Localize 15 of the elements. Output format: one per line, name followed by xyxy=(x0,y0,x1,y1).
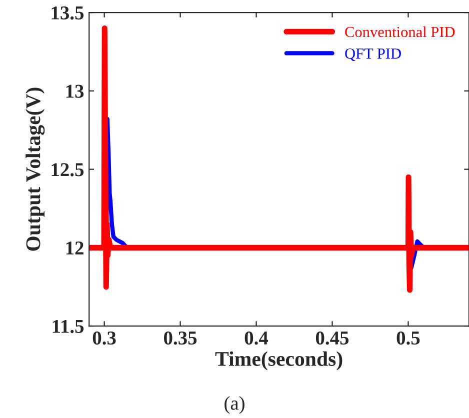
legend-label: Conventional PID xyxy=(345,26,455,38)
y-tick-label: 11.5 xyxy=(52,320,84,334)
x-tick-label: 0.3 xyxy=(92,331,116,345)
legend-label: QFT PID xyxy=(345,48,401,62)
y-tick-label: 12 xyxy=(66,242,84,254)
x-axis-title: Time(seconds) xyxy=(215,351,342,370)
y-tick-label: 13 xyxy=(66,84,84,98)
text: (a) xyxy=(224,396,244,414)
x-tick-label: 0.35 xyxy=(164,331,197,345)
y-tick-label: 12.5 xyxy=(52,163,84,176)
y-axis-title: Output Voltage(V) xyxy=(26,88,45,251)
x-tick-label: 0.45 xyxy=(316,331,349,345)
y-tick-label: 13.5 xyxy=(52,6,84,20)
x-tick-label: 0.5 xyxy=(396,331,420,345)
x-tick-label: 0.4 xyxy=(244,331,268,345)
